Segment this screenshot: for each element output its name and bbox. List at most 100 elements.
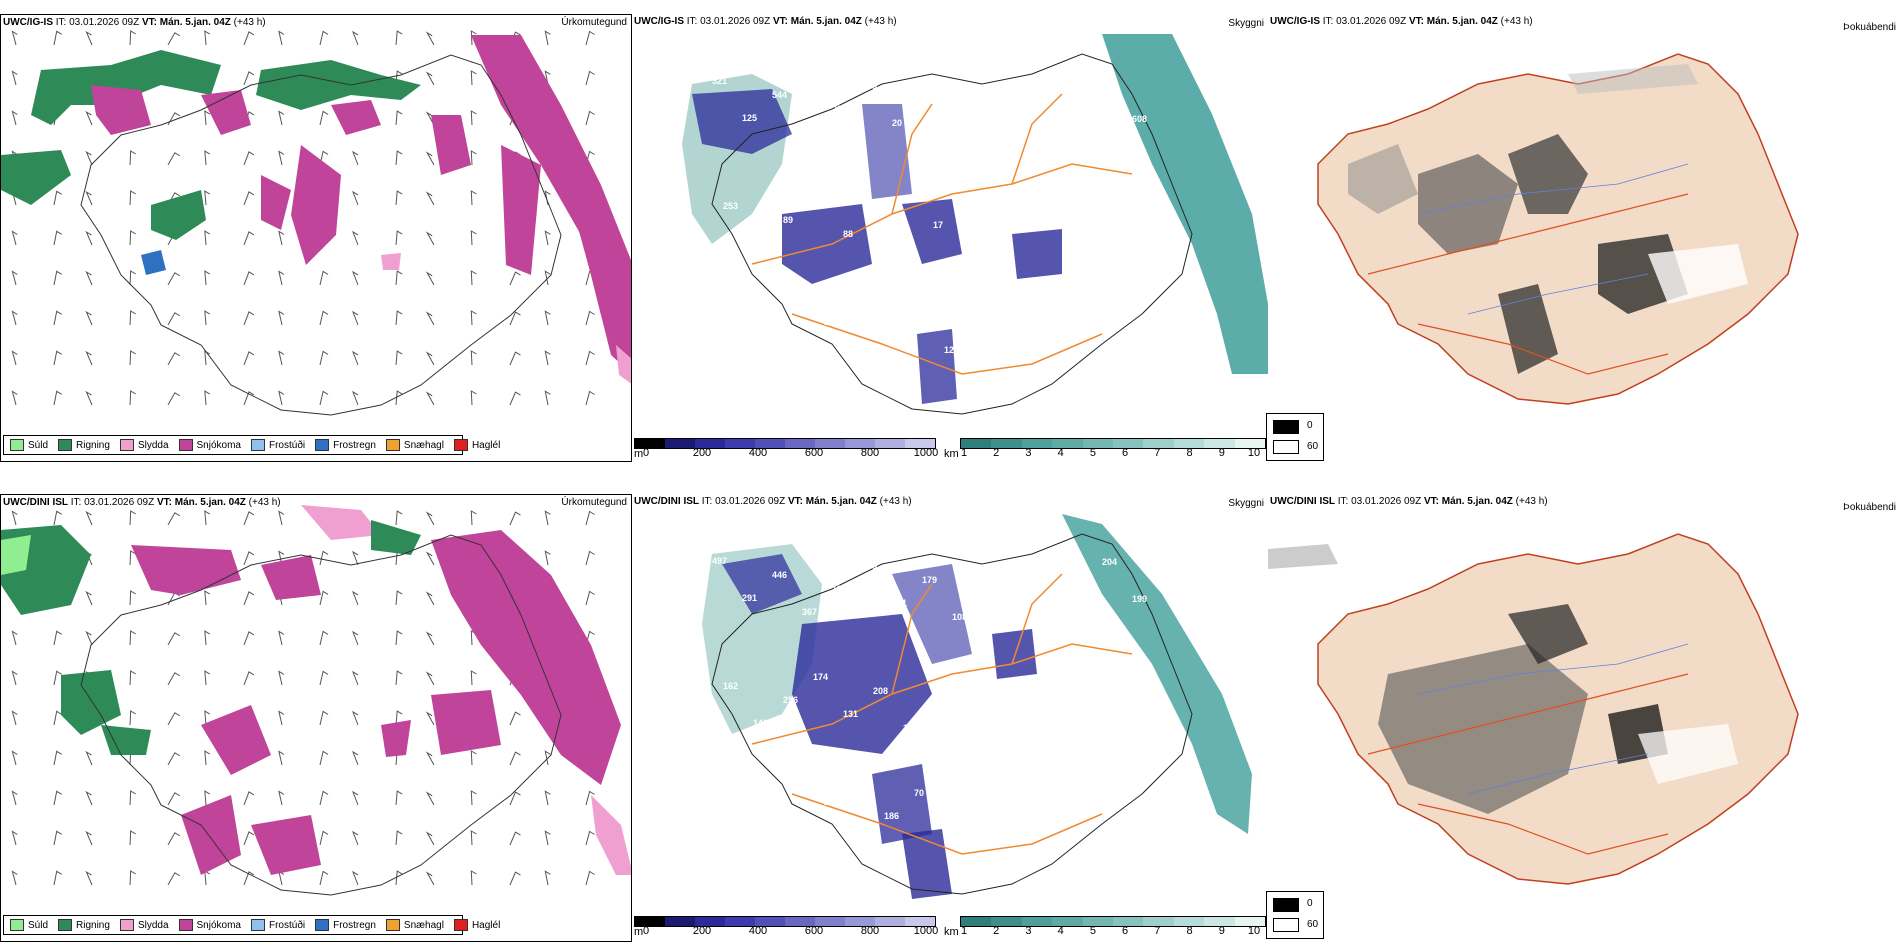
- wind-barb: [129, 670, 136, 686]
- legend-label: Snæhagl: [403, 439, 444, 451]
- wind-barb: [53, 870, 62, 886]
- wind-barb: [85, 390, 93, 406]
- fog-dark-4: [1498, 284, 1558, 374]
- cloud-base-label: 131: [843, 709, 858, 719]
- colorbar-tick: 800: [860, 447, 880, 459]
- wind-barb: [11, 870, 18, 886]
- visibility-panel-bottom: 497 291 446 367 117 335 491 179 108 130 196 116 216 2…: [632, 494, 1268, 942]
- cloud-base-label: 52: [1072, 100, 1082, 110]
- cloudbase-ticks: 0 200 400 600 800 1000: [643, 925, 938, 939]
- wind-barb: [470, 150, 477, 166]
- precip-type-panel-top: UWC/IG-IS IT: 03.01.2026 09Z VT: Mán. 5.…: [0, 14, 632, 462]
- wind-barb: [204, 190, 211, 206]
- wind-barb: [11, 830, 18, 846]
- iceland-land: [1317, 53, 1799, 405]
- cloud-base-label: 16: [745, 908, 755, 918]
- cloud-base-label: 27: [715, 931, 725, 941]
- legend-label: Slydda: [137, 919, 169, 931]
- cloud-base-label: 94: [813, 192, 823, 202]
- wind-barb: [53, 190, 62, 206]
- cloud-base-label: 70: [794, 340, 804, 350]
- wind-barb: [11, 710, 18, 726]
- wind-barb: [204, 30, 211, 46]
- wind-barb: [352, 150, 359, 166]
- wind-barb: [395, 830, 403, 846]
- cloud-base-label: 191: [854, 834, 869, 844]
- wind-barb: [352, 670, 359, 686]
- wind-barb: [319, 550, 329, 566]
- cloudbase-2: [792, 614, 932, 754]
- wind-barb: [585, 390, 595, 406]
- wind-barb: [352, 30, 359, 46]
- iceland-outline: [80, 54, 562, 416]
- wind-barb: [243, 351, 255, 366]
- cloud-base-label: 101: [982, 109, 997, 119]
- legend-swatch: [250, 919, 265, 931]
- wind-barb: [470, 70, 477, 86]
- wind-barb: [243, 511, 255, 526]
- wind-barb: [509, 351, 521, 366]
- wind-barb: [11, 70, 18, 86]
- cloud-base-label: 187: [963, 677, 978, 687]
- colorbar-tick: 800: [860, 925, 880, 937]
- precip-type-map-bottom: [1, 505, 631, 896]
- wind-barb: [85, 630, 93, 646]
- wind-barb: [129, 350, 136, 366]
- wind-barb: [352, 710, 359, 726]
- snow-center: [381, 720, 411, 757]
- wind-barb: [278, 550, 285, 566]
- panel-title: Skyggni: [1228, 498, 1264, 509]
- cloud-base-label: 174: [813, 672, 828, 682]
- snow-mid-2: [431, 115, 471, 175]
- river-network: [1417, 163, 1689, 315]
- colorbar-tick: 2: [993, 447, 1000, 459]
- colorbar-tick: 0: [642, 447, 650, 459]
- wind-barb: [470, 310, 477, 326]
- cloud-base-label: 28: [914, 308, 924, 318]
- cloud-base-label: 256: [783, 695, 798, 705]
- wind-barb: [544, 790, 551, 806]
- wind-barb: [243, 231, 255, 246]
- wind-barb: [53, 790, 62, 806]
- wind-barb: [53, 670, 62, 686]
- wind-barb: [395, 270, 403, 286]
- legend-item: Frostúði: [250, 919, 305, 931]
- wind-barb: [319, 790, 329, 806]
- wind-barb: [11, 510, 18, 526]
- wind-barb: [425, 311, 435, 326]
- snow-west: [201, 705, 271, 775]
- fog-panel-top: UWC/IG-IS IT: 03.01.2026 09Z VT: Mán. 5.…: [1268, 14, 1900, 462]
- cloud-base-label: 179: [922, 575, 937, 585]
- wind-barb: [509, 831, 521, 846]
- sleet-spot: [381, 253, 401, 270]
- wind-barb: [53, 350, 62, 366]
- wind-barb: [85, 150, 93, 166]
- wind-barb: [129, 710, 136, 726]
- cloud-base-label: 608: [1132, 114, 1147, 124]
- wind-barb: [53, 310, 62, 326]
- cloud-base-label: 204: [1102, 557, 1117, 567]
- legend-swatch: [453, 919, 468, 931]
- cloud-base-label: 108: [952, 612, 967, 622]
- wind-barb: [129, 830, 136, 846]
- map-header: UWC/IG-IS IT: 03.01.2026 09Z VT: Mán. 5.…: [3, 17, 266, 28]
- wind-barb: [352, 350, 359, 366]
- wind-barb: [11, 110, 18, 126]
- wind-barb: [204, 230, 211, 246]
- cloud-base-label: 67: [993, 234, 1003, 244]
- legend-item: Rigning: [58, 439, 110, 451]
- wind-barb: [11, 350, 18, 366]
- cloudbase-2: [782, 204, 872, 284]
- wind-barb: [319, 270, 329, 286]
- cloudbase-colorbar: [634, 438, 936, 449]
- wind-barb: [395, 710, 403, 726]
- wind-barb: [129, 790, 136, 806]
- legend-swatch: [10, 439, 24, 451]
- snow-north-2: [261, 555, 321, 600]
- wind-barb: [544, 70, 551, 86]
- cloud-base-label: 186: [884, 811, 899, 821]
- cloud-base-label: 42: [1113, 682, 1123, 692]
- wind-barb: [544, 270, 551, 286]
- colorbar-tick: 9: [1218, 447, 1225, 459]
- wind-barb: [585, 510, 595, 526]
